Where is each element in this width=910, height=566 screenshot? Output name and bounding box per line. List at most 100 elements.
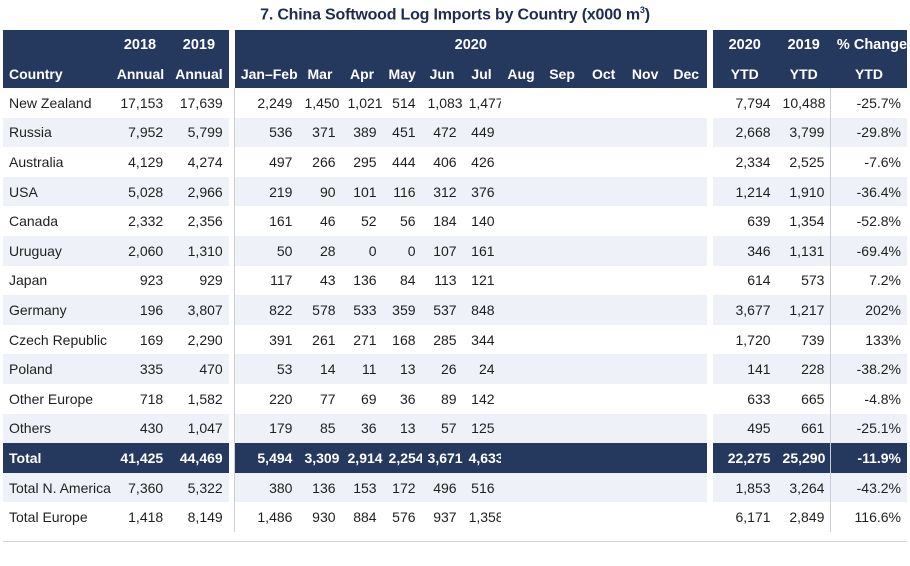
annual-2019-cell: 44,469 [169, 443, 229, 473]
month-cell [542, 266, 583, 296]
month-cell [665, 117, 707, 148]
month-cell: 1,021 [347, 94, 383, 111]
annual-2018-cell: 41,425 [110, 443, 170, 473]
month-cell: 1,450 [304, 94, 340, 111]
ytd-2020-cell: 2,668 [712, 117, 777, 148]
annual-2019-cell: 470 [169, 354, 229, 384]
month-cell [500, 235, 542, 266]
month-cell: 533 [341, 295, 383, 325]
header-annual-2019: Annual [169, 59, 229, 88]
header-2018: 2018 [110, 30, 170, 59]
month-cell [582, 295, 625, 325]
month-cell [500, 413, 542, 444]
annual-2018-cell: 718 [139, 390, 164, 407]
month-cell: 271 [353, 331, 377, 348]
month-cell [665, 176, 707, 207]
month-cell: 121 [471, 272, 495, 289]
ytd-2020-cell: 1,214 [712, 176, 777, 207]
table-row: Czech Republic 169 2,290 391 261 271 168 285 344… [3, 324, 907, 355]
month-cell [583, 147, 625, 177]
month-cell: 136 [298, 472, 342, 503]
month-cell [583, 266, 625, 296]
month-cell [542, 88, 583, 118]
month-cell: 26 [421, 354, 463, 384]
ytd-2020-cell: 639 [747, 213, 771, 230]
annual-2019-cell: 5,322 [169, 472, 229, 503]
month-cell [542, 384, 583, 414]
table-row: Germany 196 3,807 822 578 533 359 537 848 3,677 1,… [3, 295, 907, 325]
annual-2019-cell: 1,582 [187, 390, 223, 407]
month-cell: 444 [392, 153, 416, 170]
month-cell: 2,254 [382, 443, 422, 473]
spacer [706, 443, 713, 473]
month-cell: 536 [234, 117, 299, 148]
header-row-years: 2018 2019 2020 2020 2019 % Change [3, 30, 907, 59]
spacer [706, 295, 713, 325]
table-row: Poland 335 470 53 14 11 13 26 24 141 228 -38.2% [3, 354, 907, 384]
month-cell [625, 88, 666, 118]
pct-change-cell: 7.2% [830, 265, 907, 296]
month-cell: 46 [319, 213, 336, 230]
table-row: USA 5,028 2,966 219 90 101 116 312 376 1,214 1,910… [3, 176, 907, 207]
month-cell: 472 [421, 117, 463, 148]
month-cell [501, 384, 542, 414]
pct-change-cell: -25.7% [830, 88, 907, 118]
annual-2018-cell: 2,332 [128, 213, 164, 230]
month-cell: 451 [382, 117, 422, 148]
header-month: Jan–Feb [234, 59, 299, 88]
month-cell: 101 [341, 176, 383, 207]
imports-table: 2018 2019 2020 2020 2019 % Change Countr… [3, 30, 907, 532]
ytd-2019-cell: 10,488 [782, 94, 826, 111]
month-cell: 69 [360, 390, 377, 407]
month-cell [582, 413, 625, 444]
month-cell: 4,633 [462, 443, 501, 473]
annual-2018-cell: 335 [110, 354, 170, 384]
ytd-2020-cell: 22,275 [712, 443, 777, 473]
country-cell: Poland [3, 354, 111, 384]
ytd-2019-cell: 661 [776, 413, 831, 444]
spacer [706, 472, 713, 503]
country-cell: Canada [9, 213, 59, 230]
ytd-2019-cell: 2,849 [789, 509, 825, 526]
total-row: Total 41,425 44,469 5,494 3,309 2,914 2,254 3,6… [3, 443, 907, 473]
month-cell: 89 [440, 390, 457, 407]
ytd-2020-cell: 1,853 [712, 472, 777, 503]
spacer [228, 443, 235, 473]
country-cell: Germany [3, 295, 111, 325]
table-row: Uruguay 2,060 1,310 50 28 0 0 107 161 346 1,131 -69… [3, 235, 907, 266]
table-title: 7. China Softwood Log Imports by Country… [260, 5, 650, 24]
table-row: Others 430 1,047 179 85 36 13 57 125 495 661 -25.1% [3, 413, 907, 444]
month-cell [625, 206, 666, 236]
month-cell [501, 88, 542, 118]
country-cell: Total [3, 443, 111, 473]
month-cell: 184 [433, 213, 457, 230]
ytd-2019-cell: 665 [801, 390, 825, 407]
header-month: Sep [541, 59, 583, 88]
spacer [706, 206, 713, 236]
month-cell: 937 [433, 509, 457, 526]
month-cell: 537 [421, 295, 463, 325]
month-cell: 90 [298, 176, 342, 207]
month-cell: 14 [298, 354, 342, 384]
month-cell: 285 [433, 331, 457, 348]
spacer [228, 176, 235, 207]
header-row-labels: Country Annual Annual Jan–Feb Mar Apr Ma… [3, 59, 907, 88]
ytd-2020-cell: 633 [747, 390, 771, 407]
month-cell [665, 443, 707, 473]
month-cell [624, 413, 666, 444]
table-row: Total Europe 1,418 8,149 1,486 930 884 576 937 1… [3, 502, 907, 532]
month-cell [666, 147, 707, 177]
month-cell [624, 117, 666, 148]
month-cell: 391 [234, 324, 299, 355]
month-cell: 514 [392, 94, 416, 111]
month-cell: 28 [298, 235, 342, 266]
month-cell [501, 266, 542, 296]
ytd-2020-cell: 141 [712, 354, 777, 384]
month-cell [541, 413, 583, 444]
month-cell: 56 [399, 213, 416, 230]
spacer [228, 324, 235, 355]
month-cell: 113 [434, 272, 457, 289]
month-cell: 376 [462, 176, 501, 207]
month-cell [665, 472, 707, 503]
annual-2018-cell: 196 [110, 295, 170, 325]
